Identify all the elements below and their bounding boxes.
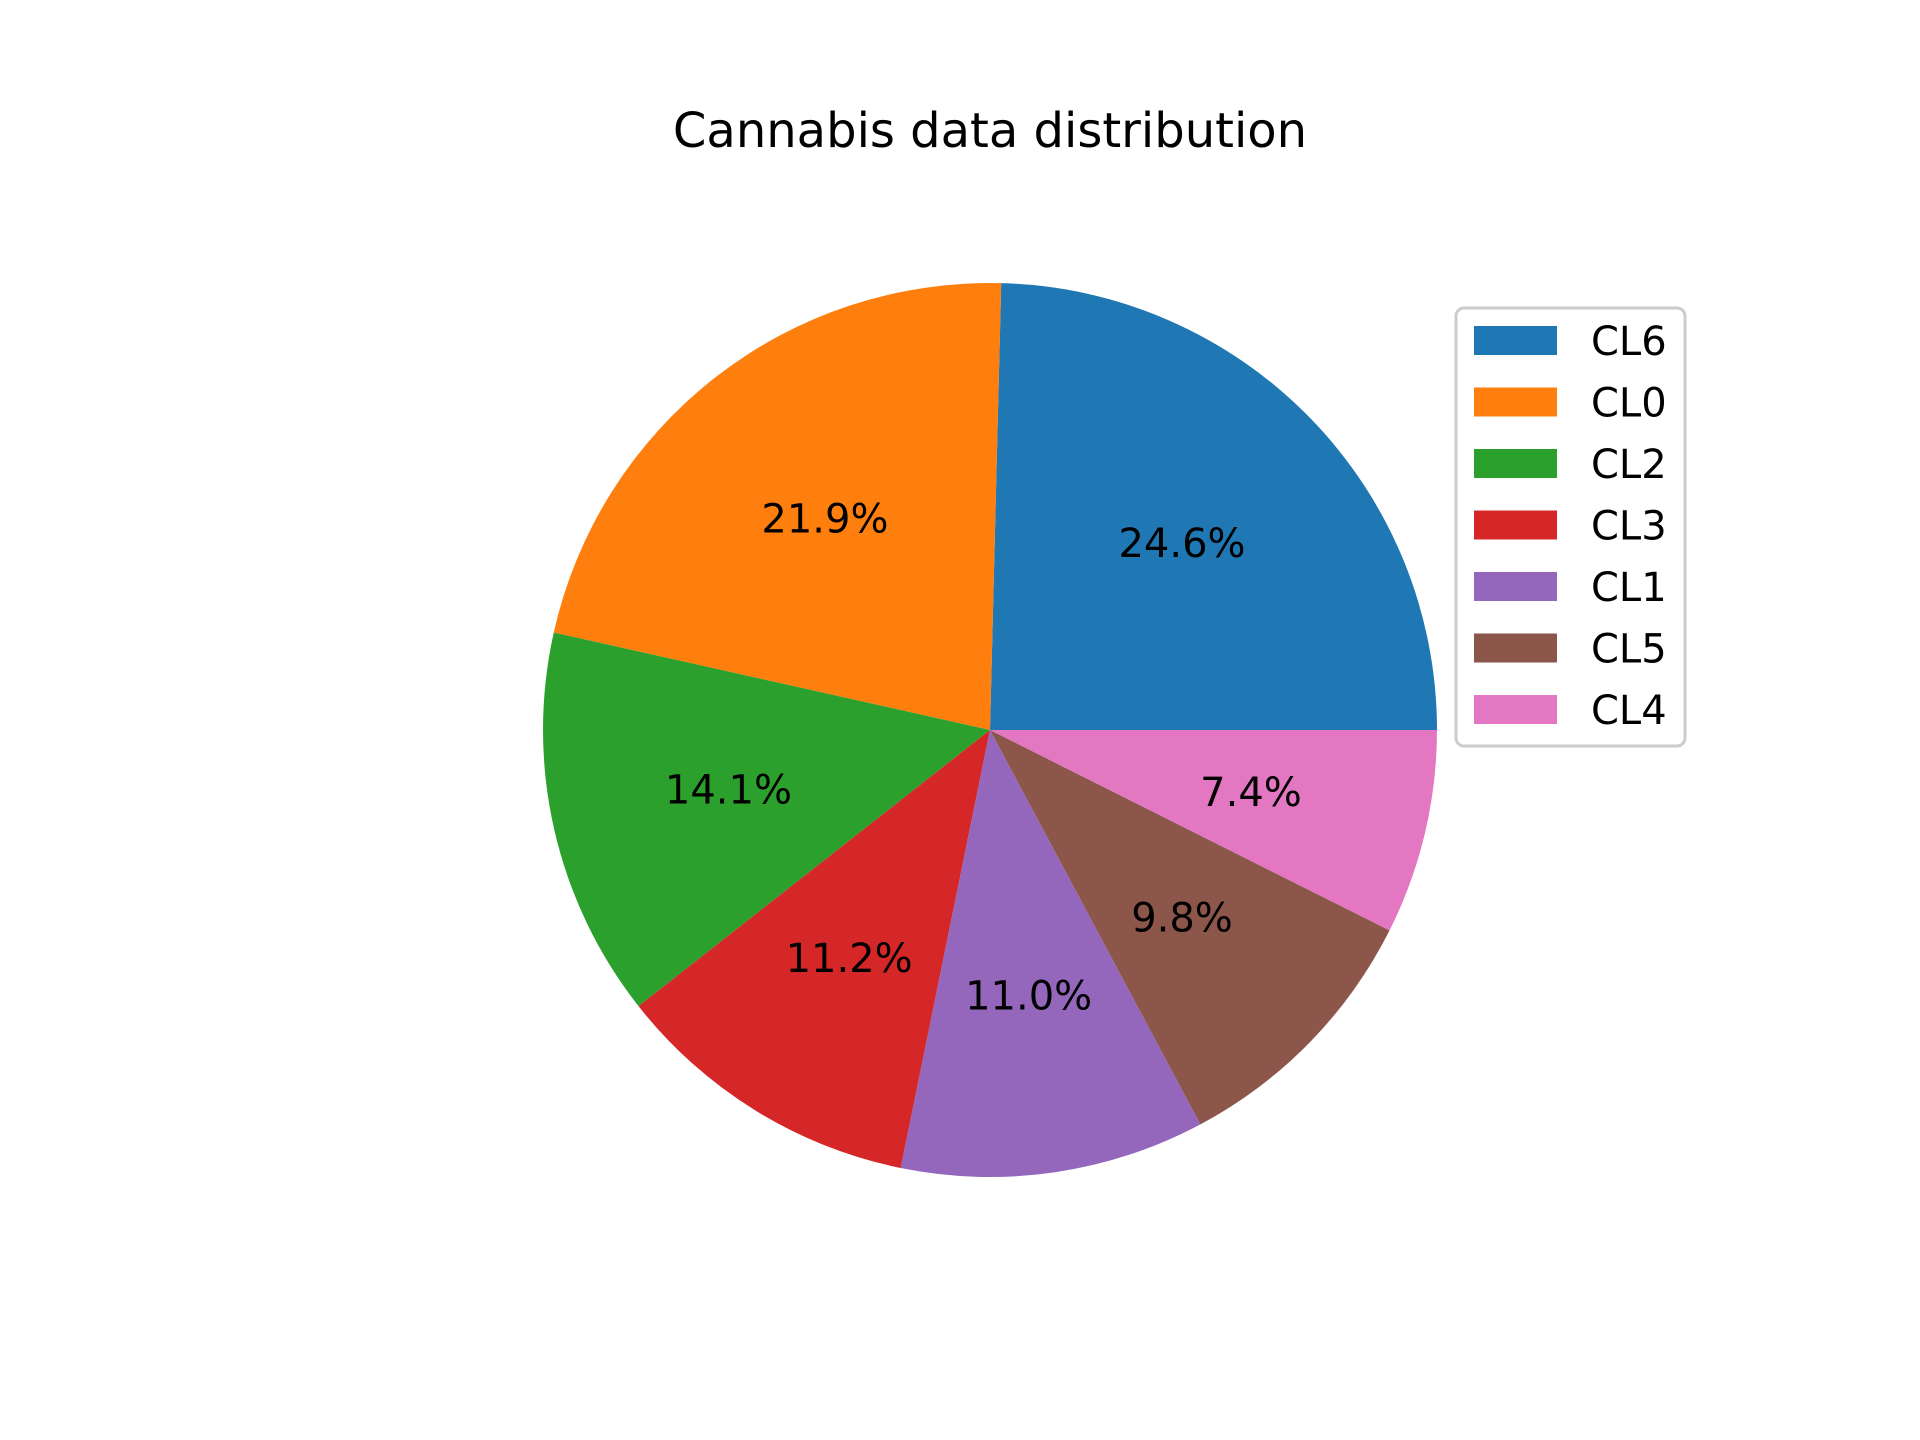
pie-slice-cl0	[553, 282, 1002, 730]
pie-slice-cl1	[900, 730, 1201, 1178]
legend-label-cl1: CL1	[1591, 565, 1667, 611]
slice-label-cl1: 11.0%	[965, 973, 1092, 1019]
legend-swatch-cl2	[1474, 449, 1557, 478]
pie-slice-cl6	[990, 283, 1437, 730]
chart-legend: CL6 CL0 CL2 CL3 CL1 CL5 CL4	[1454, 306, 1687, 748]
legend-label-cl4: CL4	[1591, 688, 1667, 734]
slice-label-cl5: 9.8%	[1131, 895, 1233, 941]
pie-slice-cl5	[990, 730, 1390, 1125]
legend-swatch-cl1	[1474, 572, 1557, 601]
pie-slice-cl3	[638, 730, 990, 1168]
slice-percentage-labels: 24.6% 21.9% 14.1% 11.2% 11.0% 9.8% 7.4%	[665, 497, 1302, 1020]
slice-label-cl4: 7.4%	[1200, 770, 1302, 816]
slice-label-cl2: 14.1%	[665, 767, 792, 813]
legend-swatch-cl3	[1474, 510, 1557, 540]
pie-slices	[543, 282, 1437, 1178]
legend-label-cl6: CL6	[1591, 319, 1667, 365]
legend-label-cl0: CL0	[1591, 381, 1667, 427]
pie-slice-cl2	[543, 632, 990, 1007]
slice-label-cl0: 21.9%	[761, 497, 888, 543]
slice-label-cl6: 24.6%	[1118, 521, 1245, 567]
chart-title: Cannabis data distribution	[673, 103, 1307, 159]
pie-slice-cl4	[990, 730, 1437, 931]
legend-swatch-cl6	[1474, 326, 1557, 355]
legend-swatch-cl0	[1474, 387, 1557, 417]
legend-label-cl3: CL3	[1591, 504, 1667, 550]
legend-label-cl5: CL5	[1591, 627, 1667, 673]
legend-label-cl2: CL2	[1591, 442, 1667, 488]
slice-label-cl3: 11.2%	[786, 936, 913, 982]
legend-swatch-cl4	[1474, 695, 1557, 724]
legend-swatch-cl5	[1474, 633, 1557, 663]
